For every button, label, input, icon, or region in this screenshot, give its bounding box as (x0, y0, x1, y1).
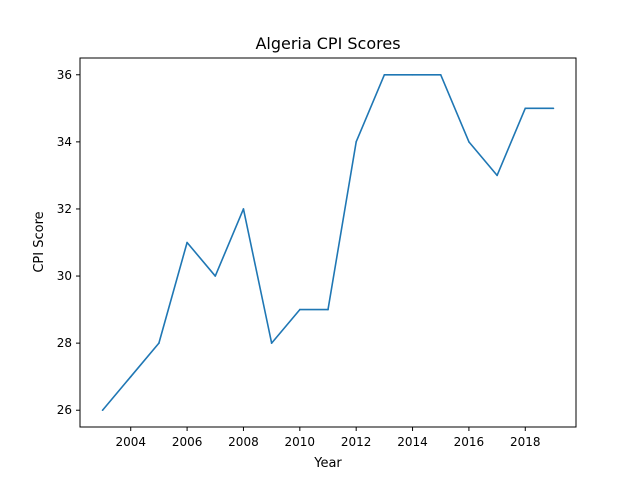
x-axis-label: Year (313, 456, 342, 471)
x-tick-label: 2012 (341, 435, 372, 449)
y-axis-label: CPI Score (32, 211, 47, 272)
plot-frame (79, 57, 577, 428)
x-tick-label: 2010 (285, 435, 316, 449)
data-point (439, 73, 442, 76)
x-tick-label: 2016 (454, 435, 485, 449)
x-tick-label: 2014 (397, 435, 428, 449)
data-point (270, 342, 273, 344)
data-point (411, 73, 414, 76)
plot-area: 2004 2006 2008 2010 2012 2014 2016 2018 26 28 30 3… (57, 57, 577, 449)
data-point (383, 73, 386, 76)
data-point (129, 375, 132, 378)
y-tick-label: 26 (57, 403, 72, 417)
y-tick-label: 34 (57, 135, 72, 149)
data-point (214, 275, 217, 277)
x-axis: 2004 2006 2008 2010 2012 2014 2016 2018 (115, 427, 541, 449)
data-point (496, 174, 498, 177)
x-tick-label: 2004 (115, 435, 146, 449)
series-line (101, 73, 554, 411)
data-point (355, 141, 357, 143)
x-tick-label: 2008 (228, 435, 259, 449)
data-point (186, 241, 188, 244)
y-tick-label: 30 (57, 269, 72, 283)
data-point (468, 141, 470, 143)
data-point (327, 308, 329, 311)
data-point (158, 342, 160, 344)
y-axis: 26 28 30 32 34 36 (57, 68, 80, 417)
y-tick-label: 36 (57, 68, 72, 82)
series-layer (101, 73, 555, 412)
data-point (101, 409, 104, 412)
data-point (299, 308, 301, 311)
x-tick-label: 2018 (510, 435, 541, 449)
data-point (552, 107, 555, 110)
y-tick-label: 32 (57, 202, 72, 216)
y-tick-label: 28 (57, 336, 72, 350)
data-point (524, 107, 527, 110)
chart-title: Algeria CPI Scores (255, 34, 400, 53)
data-point (242, 208, 245, 210)
x-tick-label: 2006 (172, 435, 203, 449)
